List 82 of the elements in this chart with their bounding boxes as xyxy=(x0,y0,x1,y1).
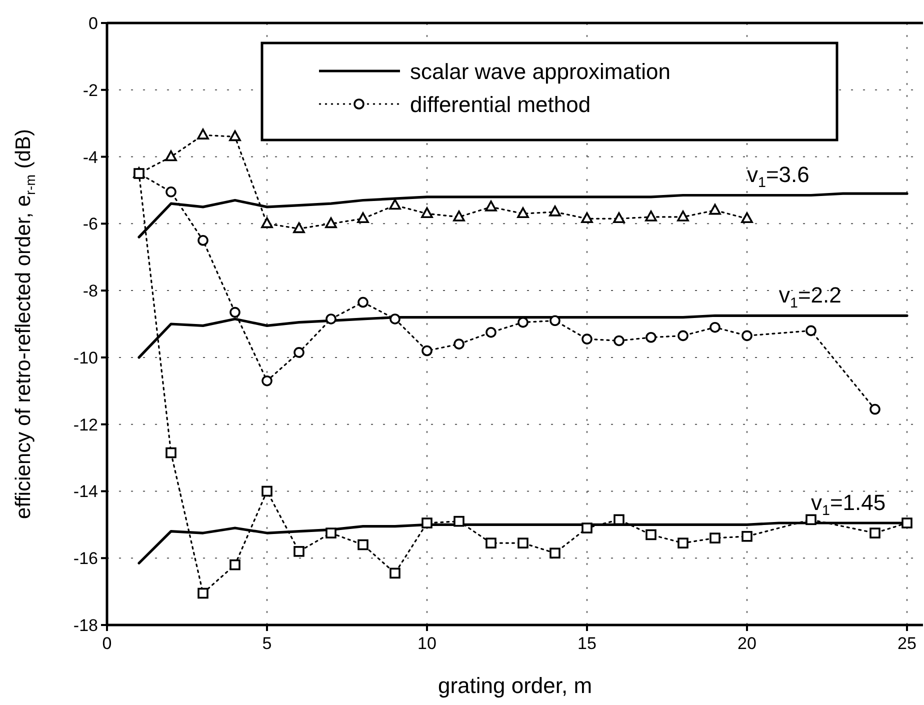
point xyxy=(741,212,753,224)
point xyxy=(486,538,496,548)
point xyxy=(230,306,240,318)
point xyxy=(550,548,560,558)
point xyxy=(422,345,432,356)
point xyxy=(166,447,176,458)
point xyxy=(517,207,529,218)
y-tick-label: -10 xyxy=(73,348,98,368)
point xyxy=(358,539,368,550)
point xyxy=(613,212,625,224)
point xyxy=(262,486,272,497)
point xyxy=(902,518,912,528)
point xyxy=(549,206,561,216)
x-axis-title: grating order, m xyxy=(438,673,592,698)
point xyxy=(582,334,592,344)
y-tick-label: -4 xyxy=(82,148,98,167)
point xyxy=(710,322,720,333)
point xyxy=(261,217,273,228)
annotation: v$_{1}$=1.45 xyxy=(811,490,886,519)
point xyxy=(229,130,241,142)
point xyxy=(422,518,432,528)
point xyxy=(485,200,497,212)
y-tick-label: -14 xyxy=(73,482,98,502)
point xyxy=(358,296,368,308)
x-tick-label: 25 xyxy=(898,634,916,653)
y-tick-label: -2 xyxy=(82,80,98,100)
y-tick-label: -12 xyxy=(73,415,98,434)
y-tick-label: -8 xyxy=(82,282,98,301)
annotation: v$_{1}$=2.2 xyxy=(779,282,842,312)
y-tick-label: -18 xyxy=(73,616,98,635)
point xyxy=(454,516,464,527)
point xyxy=(453,210,465,222)
y-tick-label: -6 xyxy=(82,214,98,234)
point xyxy=(294,347,304,358)
point xyxy=(198,234,208,246)
x-tick-label: 0 xyxy=(102,634,112,653)
point xyxy=(389,198,401,210)
point xyxy=(582,522,592,534)
point xyxy=(646,529,656,540)
point xyxy=(326,528,336,538)
point xyxy=(454,338,464,350)
point xyxy=(230,559,240,570)
point xyxy=(742,530,752,542)
point xyxy=(806,514,816,526)
point xyxy=(806,325,816,336)
point xyxy=(197,128,209,140)
point xyxy=(486,326,496,338)
point xyxy=(710,532,720,544)
x-tick-label: 10 xyxy=(418,634,436,653)
point xyxy=(742,330,752,342)
point xyxy=(709,204,721,215)
point xyxy=(294,546,304,557)
point xyxy=(326,314,336,324)
point xyxy=(678,330,688,342)
point xyxy=(550,315,560,326)
point xyxy=(870,528,880,538)
point xyxy=(646,332,656,343)
point xyxy=(678,538,688,548)
x-tick-label: 20 xyxy=(738,634,756,653)
point xyxy=(421,207,433,218)
point xyxy=(165,150,177,162)
point xyxy=(518,538,528,548)
point xyxy=(614,335,624,346)
point xyxy=(677,210,689,222)
point xyxy=(581,212,593,224)
point xyxy=(198,588,208,599)
y-tick-label: 0 xyxy=(88,14,98,33)
point xyxy=(870,404,880,415)
point xyxy=(645,210,657,222)
point xyxy=(293,222,305,234)
point xyxy=(262,375,272,386)
annotation: v$_{1}$=3.6 xyxy=(747,162,810,192)
x-tick-label: 15 xyxy=(578,634,596,653)
y-tick-label: -16 xyxy=(73,549,98,568)
point xyxy=(390,314,400,324)
point xyxy=(325,217,337,228)
legend-label: differential method xyxy=(410,92,591,117)
point xyxy=(166,186,176,198)
point xyxy=(390,568,400,579)
point xyxy=(357,212,369,224)
legend-label: scalar wave approximation xyxy=(410,59,670,84)
x-tick-label: 5 xyxy=(262,634,272,653)
